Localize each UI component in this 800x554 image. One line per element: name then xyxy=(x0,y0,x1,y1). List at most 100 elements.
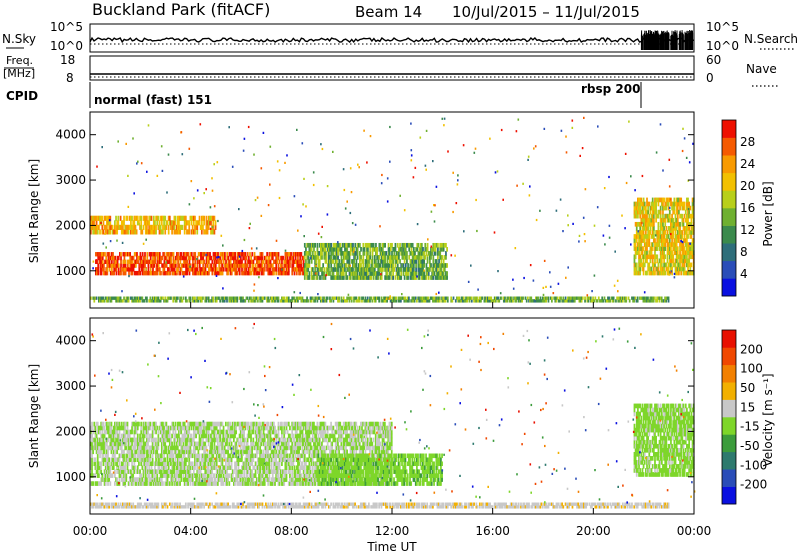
velocity-cell xyxy=(96,441,99,447)
power-cell xyxy=(649,296,652,300)
power-cell xyxy=(297,252,299,257)
velocity-cell xyxy=(110,457,113,463)
velocity-cell xyxy=(136,425,139,431)
power-cell xyxy=(429,251,431,256)
power-cell xyxy=(522,296,525,300)
power-cell xyxy=(663,250,665,256)
power-cell xyxy=(323,271,326,276)
power-cell xyxy=(672,209,675,215)
power-cell xyxy=(401,247,404,252)
power-cell xyxy=(648,262,651,268)
power-cell xyxy=(233,259,235,264)
velocity-cell xyxy=(104,461,107,467)
power-speck xyxy=(351,222,354,225)
power-cell xyxy=(476,296,479,300)
power-speck xyxy=(593,224,596,227)
power-cell xyxy=(228,252,231,257)
velocity-cell xyxy=(181,445,184,451)
power-cell xyxy=(412,275,415,280)
power-speck xyxy=(138,222,140,225)
velocity-cell xyxy=(135,421,138,427)
power-cell xyxy=(168,259,170,264)
power-speck xyxy=(474,147,477,150)
power-cell xyxy=(686,221,688,227)
power-cell xyxy=(181,215,184,221)
power-cell xyxy=(226,252,229,257)
power-cell xyxy=(683,262,686,268)
power-cell xyxy=(170,252,173,257)
velocity-cell xyxy=(90,465,92,470)
power-cell xyxy=(399,259,401,264)
power-cell xyxy=(247,267,250,272)
power-cell xyxy=(328,255,330,260)
velocity-cell xyxy=(192,421,195,427)
power-cell xyxy=(260,263,263,268)
power-cell xyxy=(345,247,347,252)
power-cell xyxy=(229,252,232,257)
velocity-cell xyxy=(142,425,145,431)
velocity-cell xyxy=(124,437,127,443)
velocity-cell xyxy=(110,445,113,451)
power-cell xyxy=(414,259,416,264)
velocity-cell xyxy=(150,469,153,474)
power-cell xyxy=(226,299,228,303)
power-cell xyxy=(200,296,203,300)
velocity-cell xyxy=(124,421,127,427)
power-cell xyxy=(638,234,640,239)
power-cell xyxy=(691,226,694,231)
power-cell xyxy=(290,252,292,257)
power-cell xyxy=(163,215,165,221)
power-cell xyxy=(148,215,151,221)
power-cell xyxy=(494,299,497,303)
power-cell xyxy=(297,263,299,268)
velocity-cell xyxy=(104,421,107,427)
velocity-cell xyxy=(106,449,108,455)
power-cell xyxy=(689,221,692,227)
power-cell xyxy=(676,250,679,256)
power-speck xyxy=(275,239,278,242)
power-cell xyxy=(127,224,130,230)
power-cell xyxy=(650,205,653,211)
power-cell xyxy=(321,242,323,248)
power-cell xyxy=(665,197,668,203)
velocity-cell xyxy=(171,425,173,431)
power-cell xyxy=(333,255,336,260)
velocity-cell xyxy=(192,469,195,474)
power-speck xyxy=(343,188,346,192)
power-cell xyxy=(337,263,339,268)
power-speck xyxy=(386,177,389,180)
power-cell xyxy=(138,267,141,272)
velocity-cell xyxy=(176,457,179,463)
velocity-cell xyxy=(174,429,177,435)
power-cell xyxy=(643,217,646,223)
velocity-cell xyxy=(130,429,132,435)
power-cell xyxy=(249,252,251,257)
velocity-cell xyxy=(96,457,99,463)
velocity-cell xyxy=(136,445,139,451)
velocity-cell xyxy=(147,449,149,455)
power-cell xyxy=(131,267,134,272)
power-cell xyxy=(634,262,637,268)
power-cell xyxy=(170,296,172,300)
velocity-cell xyxy=(127,437,130,443)
power-cell xyxy=(409,271,412,276)
velocity-cell xyxy=(122,469,124,474)
power-speck xyxy=(347,293,350,296)
power-cell xyxy=(360,255,362,260)
velocity-cell xyxy=(106,453,108,459)
power-cell xyxy=(409,242,412,248)
power-cell xyxy=(338,247,341,252)
power-cell xyxy=(257,263,259,268)
power-cell xyxy=(389,296,392,300)
power-cell xyxy=(315,255,318,260)
power-cell xyxy=(642,270,645,276)
power-cell xyxy=(201,267,203,272)
velocity-cell xyxy=(181,449,184,455)
power-cell xyxy=(662,234,664,239)
power-cell xyxy=(200,299,203,303)
power-cell xyxy=(371,299,374,303)
power-cell xyxy=(364,267,367,272)
power-cell xyxy=(177,255,179,261)
power-cell xyxy=(257,255,259,261)
power-cell xyxy=(422,251,424,256)
